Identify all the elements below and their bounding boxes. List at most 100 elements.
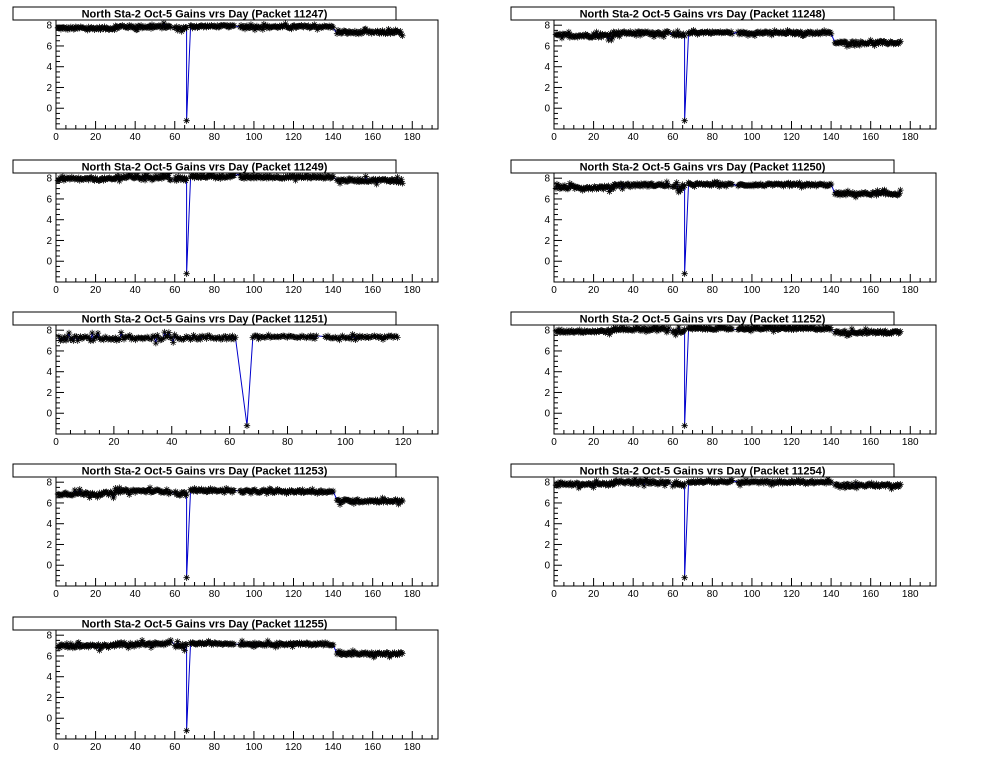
data-point [897, 186, 904, 194]
data-point [670, 327, 677, 334]
data-point [742, 476, 750, 484]
data-point [70, 337, 77, 344]
x-tick-label: 40 [130, 285, 142, 296]
data-point [133, 26, 141, 33]
data-point [322, 174, 330, 181]
data-point [91, 177, 98, 184]
data-point [681, 32, 688, 40]
data-point [399, 497, 406, 505]
data-point [896, 190, 903, 197]
data-point [183, 270, 190, 277]
x-tick-label: 80 [282, 437, 294, 448]
y-tick-label: 4 [46, 519, 52, 530]
data-point [663, 329, 671, 336]
data-point [680, 30, 687, 37]
data-point [311, 21, 318, 28]
data-point [151, 333, 158, 341]
data-point [275, 642, 282, 650]
x-tick-label: 0 [551, 132, 557, 143]
x-tick-label: 80 [209, 132, 221, 143]
data-point [555, 482, 563, 490]
data-point [833, 481, 841, 488]
y-tick-label: 0 [46, 561, 52, 572]
data-point [219, 335, 226, 343]
data-point [240, 175, 248, 182]
data-point [105, 491, 112, 499]
data-point [653, 327, 661, 335]
data-point [360, 177, 367, 185]
data-point [612, 324, 619, 331]
data-point [800, 325, 807, 333]
data-point [879, 187, 886, 194]
data-point [307, 24, 314, 31]
data-point [203, 335, 210, 342]
data-point [363, 651, 370, 658]
data-point [612, 181, 619, 188]
y-tick-label: 0 [544, 104, 550, 115]
y-tick-label: 4 [46, 215, 52, 226]
data-point [138, 637, 146, 644]
data-point [580, 329, 587, 336]
data-point [181, 335, 188, 342]
x-tick-label: 100 [744, 285, 761, 296]
data-point [60, 177, 68, 184]
y-tick-label: 6 [46, 498, 52, 509]
data-point [281, 22, 288, 29]
x-tick-label: 0 [551, 589, 557, 600]
data-point [113, 641, 120, 649]
data-point [395, 179, 402, 186]
data-point [764, 478, 771, 485]
title-box [12, 159, 397, 174]
data-point [161, 328, 168, 336]
data-point [769, 324, 776, 331]
data-point [605, 182, 612, 189]
data-point [314, 26, 321, 33]
data-point [66, 643, 74, 651]
y-tick-label: 8 [46, 174, 52, 185]
data-point [62, 337, 70, 344]
data-point [610, 325, 617, 332]
data-point [619, 324, 626, 331]
data-point [101, 174, 108, 181]
data-point [371, 178, 378, 185]
data-point [283, 490, 290, 497]
data-point [120, 336, 128, 343]
data-point [365, 29, 372, 37]
data-point [373, 180, 380, 188]
data-point [303, 171, 310, 179]
data-point [232, 334, 239, 341]
x-tick-label: 180 [404, 742, 421, 753]
data-point [147, 174, 155, 181]
data-point [872, 483, 879, 490]
x-tick-label: 120 [783, 589, 800, 600]
data-point [856, 328, 863, 336]
data-point [310, 23, 317, 30]
data-point [336, 648, 344, 655]
x-tick-label: 140 [823, 589, 840, 600]
data-point [183, 490, 190, 498]
data-point [385, 650, 392, 657]
title-box [510, 159, 895, 174]
data-point [655, 326, 663, 334]
data-point [308, 174, 315, 182]
data-point [159, 170, 167, 178]
data-point [131, 23, 139, 30]
data-point [842, 330, 850, 337]
data-point [645, 183, 653, 190]
data-point [340, 176, 348, 183]
data-point [726, 30, 734, 37]
data-point [56, 644, 64, 652]
data-point [393, 178, 400, 186]
data-point [222, 487, 229, 495]
data-point [380, 499, 387, 506]
series-line [57, 171, 403, 274]
x-tick-label: 0 [551, 285, 557, 296]
data-point [718, 182, 725, 189]
data-point [300, 333, 307, 340]
data-point [309, 485, 316, 493]
y-tick-label: 4 [544, 367, 550, 378]
data-point [125, 24, 132, 32]
data-point [644, 28, 652, 35]
